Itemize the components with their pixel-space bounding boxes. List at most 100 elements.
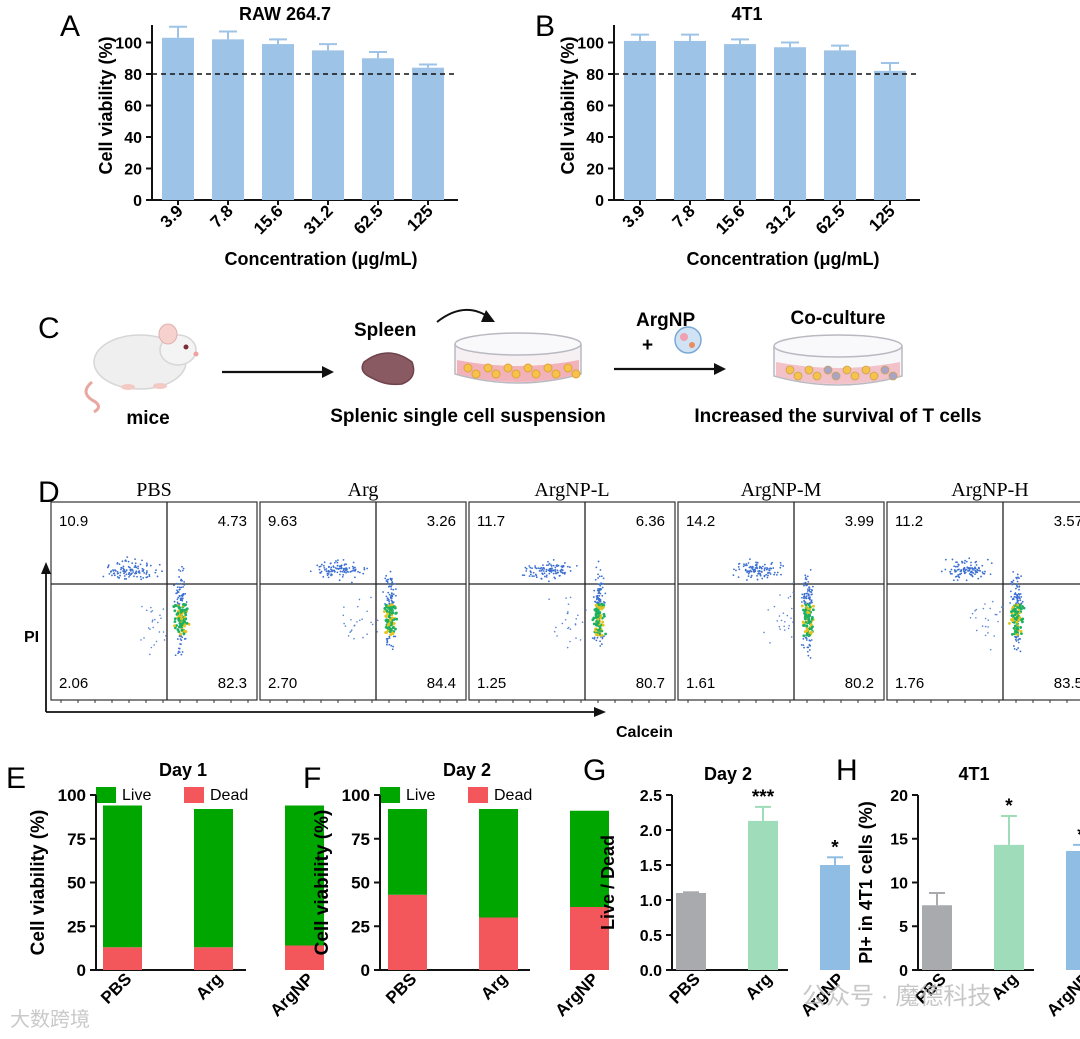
flow-dot <box>382 610 386 613</box>
flow-dot <box>392 622 396 625</box>
flow-dot <box>598 594 601 597</box>
flow-dot <box>116 562 119 564</box>
flow-dot <box>601 594 604 597</box>
flow-dot <box>764 563 766 566</box>
flow-dot <box>780 564 782 567</box>
flow-dot <box>316 564 319 567</box>
flow-dot <box>111 574 113 577</box>
flow-dot <box>390 623 393 627</box>
arrowhead <box>322 366 334 378</box>
flow-dot <box>176 601 179 604</box>
flow-dot <box>336 561 339 564</box>
flow-dot <box>982 572 985 575</box>
flow-dot <box>382 591 384 593</box>
flow-dot <box>182 608 186 612</box>
flow-dot <box>542 570 545 572</box>
bar <box>922 905 952 970</box>
flow-dot <box>339 565 342 567</box>
y-tick-label: 20 <box>890 788 908 805</box>
flow-dot <box>543 575 546 578</box>
flow-dot <box>1016 593 1019 596</box>
flow-dot <box>329 570 331 573</box>
flow-dot <box>780 619 783 622</box>
significance-label: * <box>1005 796 1013 817</box>
bar-live <box>570 810 609 907</box>
flow-dot <box>391 616 394 620</box>
flow-dot <box>594 633 598 636</box>
flow-dot <box>808 627 812 631</box>
flow-dot <box>323 566 326 569</box>
flow-dot <box>747 572 750 575</box>
flow-dot <box>1013 593 1016 596</box>
flow-dot <box>597 560 600 563</box>
cell-dot <box>491 369 501 379</box>
flow-dot <box>956 565 959 568</box>
x-tick-label: Arg <box>988 969 1022 1003</box>
flow-dot <box>323 569 326 571</box>
flow-dot <box>339 573 341 576</box>
y-axis-label: PI+ in 4T1 cells (%) <box>856 801 876 964</box>
flow-dot <box>358 598 361 601</box>
flow-dot <box>1016 605 1019 609</box>
flow-dot <box>125 578 128 580</box>
y-axis-label: Cell viability (%) <box>558 36 578 174</box>
flow-dot <box>769 567 772 570</box>
flow-dot <box>129 574 131 577</box>
flow-dot <box>325 570 328 573</box>
flow-dot <box>778 625 781 628</box>
flow-dot <box>757 570 759 573</box>
flow-dot <box>331 573 333 576</box>
flow-dot <box>975 560 978 563</box>
flow-dot <box>811 585 814 588</box>
flow-dot <box>388 614 391 617</box>
flow-dot <box>803 582 805 585</box>
flow-dot <box>974 573 976 576</box>
flow-dot <box>180 615 183 619</box>
flow-dot <box>960 570 962 573</box>
flow-dot <box>370 596 372 599</box>
flow-dot <box>967 567 970 570</box>
flow-dot <box>386 582 389 585</box>
flow-dot <box>983 572 986 575</box>
flow-dot <box>543 572 546 575</box>
flow-dot <box>978 567 980 570</box>
flow-dot <box>775 573 778 576</box>
flow-dot <box>974 609 976 612</box>
flow-dot <box>386 581 389 583</box>
quadrant-upper-right: 4.73 <box>218 513 247 530</box>
flow-dot <box>362 636 364 639</box>
flow-dot <box>981 625 984 627</box>
cell-dot <box>831 371 841 381</box>
flow-dot <box>1011 581 1014 584</box>
flow-dot <box>173 624 176 628</box>
flow-dot <box>806 646 809 649</box>
flow-dot <box>811 608 815 612</box>
x-tick-label: 3.9 <box>157 201 187 231</box>
flow-dot <box>575 637 577 639</box>
flow-dot <box>391 648 394 651</box>
flow-dot <box>177 596 180 599</box>
y-tick-label: 2.5 <box>640 788 662 805</box>
flow-dot <box>956 568 959 571</box>
flow-dot <box>970 561 972 564</box>
flow-dot <box>123 575 126 577</box>
flow-dot <box>183 583 186 586</box>
flow-dot <box>800 643 803 646</box>
flow-dot <box>953 565 956 568</box>
flow-dot <box>1016 604 1019 607</box>
flow-dot <box>1016 573 1019 576</box>
flow-dot <box>805 597 808 600</box>
flow-dot <box>750 576 752 579</box>
flow-dot <box>392 588 395 591</box>
flow-dot <box>601 620 605 624</box>
flow-dot <box>178 635 181 637</box>
flow-dot <box>320 570 323 573</box>
flow-dot <box>181 595 184 598</box>
flow-dot <box>363 568 366 571</box>
flow-dot <box>738 562 741 565</box>
flow-dot <box>789 595 792 598</box>
flow-dot <box>1014 638 1017 641</box>
flow-dot <box>134 566 137 568</box>
flow-dot <box>805 578 808 581</box>
